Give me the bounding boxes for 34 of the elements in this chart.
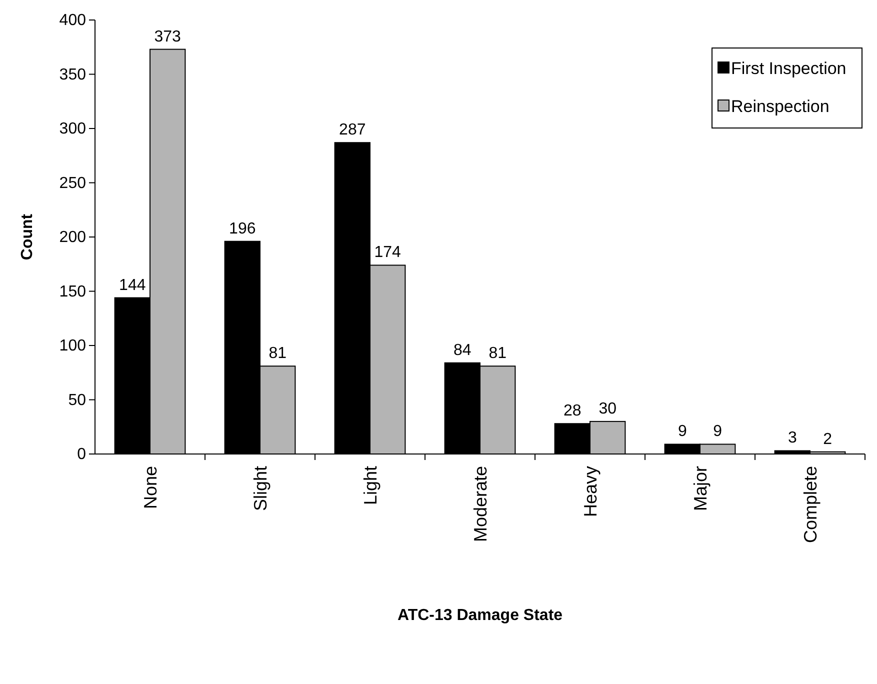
data-label: 9	[678, 423, 687, 440]
data-label: 30	[598, 400, 617, 418]
y-tick-label: 150	[59, 283, 86, 300]
data-label: 196	[229, 220, 256, 238]
x-tick-label: Major	[690, 466, 710, 512]
x-axis-title: ATC-13 Damage State	[397, 607, 563, 624]
data-label: 144	[119, 276, 146, 294]
data-label: 3	[788, 430, 797, 447]
data-label: 81	[268, 345, 287, 362]
x-tick-label: Light	[360, 466, 380, 506]
y-tick-label: 400	[59, 12, 86, 30]
x-tick-label: None	[140, 466, 160, 510]
data-label: 2	[823, 430, 832, 448]
legend-label: First Inspection	[731, 59, 846, 78]
data-label: 9	[713, 423, 722, 440]
y-tick-label: 350	[59, 66, 86, 84]
x-tick-label: Complete	[800, 466, 820, 544]
y-tick-label: 100	[59, 338, 86, 355]
data-label: 174	[374, 244, 402, 262]
data-label: 81	[488, 345, 507, 362]
data-label: 287	[339, 122, 366, 139]
y-tick-label: 50	[68, 392, 86, 409]
data-label: 84	[454, 342, 472, 359]
y-tick-label: 300	[59, 120, 86, 138]
legend-label: Reinspection	[731, 97, 830, 116]
x-tick-label: Slight	[250, 466, 270, 512]
y-tick-label: 0	[77, 446, 86, 464]
y-axis-title: Count	[19, 213, 36, 260]
data-label: 28	[564, 402, 582, 420]
y-tick-label: 250	[59, 174, 86, 192]
data-label: 373	[154, 28, 182, 46]
y-tick-label: 200	[59, 229, 86, 246]
x-tick-label: Heavy	[580, 466, 600, 518]
x-tick-label: Moderate	[470, 466, 490, 542]
